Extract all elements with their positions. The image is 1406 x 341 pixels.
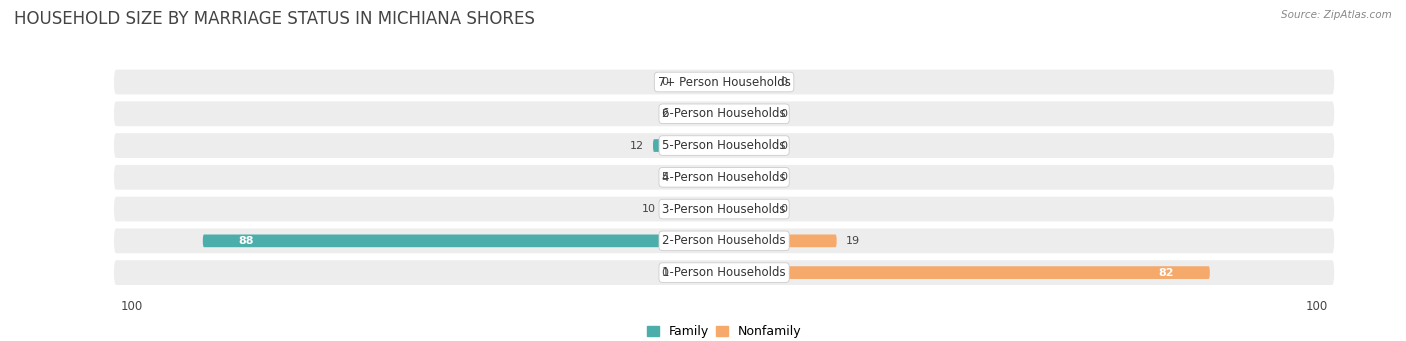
- Text: 88: 88: [239, 236, 254, 246]
- FancyBboxPatch shape: [114, 133, 1334, 158]
- Text: 2-Person Households: 2-Person Households: [662, 234, 786, 247]
- Text: 0: 0: [780, 204, 787, 214]
- FancyBboxPatch shape: [114, 260, 1334, 285]
- Text: 10: 10: [643, 204, 657, 214]
- FancyBboxPatch shape: [724, 107, 772, 120]
- Text: 4-Person Households: 4-Person Households: [662, 171, 786, 184]
- FancyBboxPatch shape: [114, 165, 1334, 190]
- FancyBboxPatch shape: [652, 139, 724, 152]
- Text: 82: 82: [1159, 268, 1174, 278]
- Text: 0: 0: [780, 172, 787, 182]
- Text: 1-Person Households: 1-Person Households: [662, 266, 786, 279]
- Text: 0: 0: [780, 109, 787, 119]
- FancyBboxPatch shape: [676, 76, 724, 88]
- FancyBboxPatch shape: [114, 70, 1334, 94]
- FancyBboxPatch shape: [676, 266, 724, 279]
- Text: 5: 5: [661, 172, 668, 182]
- Text: 3-Person Households: 3-Person Households: [662, 203, 786, 216]
- FancyBboxPatch shape: [724, 139, 772, 152]
- FancyBboxPatch shape: [114, 228, 1334, 253]
- FancyBboxPatch shape: [724, 171, 772, 184]
- Text: 6-Person Households: 6-Person Households: [662, 107, 786, 120]
- FancyBboxPatch shape: [114, 101, 1334, 126]
- FancyBboxPatch shape: [676, 171, 724, 184]
- Text: 2: 2: [661, 109, 668, 119]
- FancyBboxPatch shape: [724, 235, 837, 247]
- Text: 0: 0: [661, 77, 668, 87]
- FancyBboxPatch shape: [724, 203, 772, 216]
- Legend: Family, Nonfamily: Family, Nonfamily: [647, 325, 801, 338]
- FancyBboxPatch shape: [724, 266, 1209, 279]
- FancyBboxPatch shape: [202, 235, 724, 247]
- FancyBboxPatch shape: [676, 107, 724, 120]
- Text: Source: ZipAtlas.com: Source: ZipAtlas.com: [1281, 10, 1392, 20]
- FancyBboxPatch shape: [114, 197, 1334, 221]
- Text: 0: 0: [661, 268, 668, 278]
- Text: 0: 0: [780, 140, 787, 151]
- Text: 0: 0: [780, 77, 787, 87]
- Text: HOUSEHOLD SIZE BY MARRIAGE STATUS IN MICHIANA SHORES: HOUSEHOLD SIZE BY MARRIAGE STATUS IN MIC…: [14, 10, 534, 28]
- Text: 19: 19: [845, 236, 859, 246]
- Text: 12: 12: [630, 140, 644, 151]
- Text: 5-Person Households: 5-Person Households: [662, 139, 786, 152]
- FancyBboxPatch shape: [724, 76, 772, 88]
- FancyBboxPatch shape: [665, 203, 724, 216]
- Text: 7+ Person Households: 7+ Person Households: [658, 75, 790, 89]
